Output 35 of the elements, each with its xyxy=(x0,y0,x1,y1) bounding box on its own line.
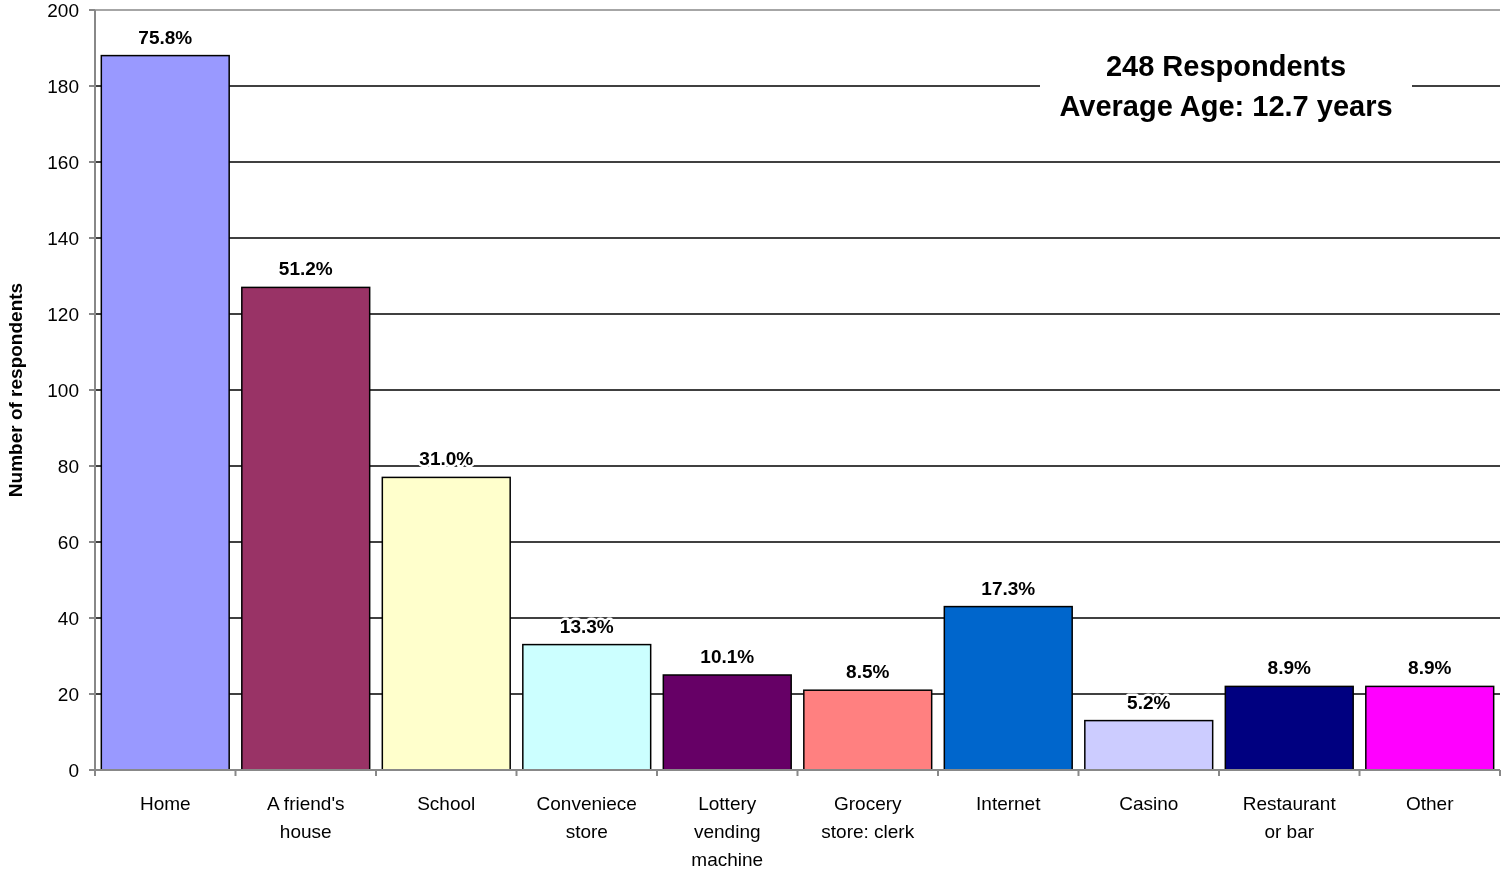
y-tick-label: 200 xyxy=(47,0,79,21)
annotation: 8.9% xyxy=(1408,657,1452,679)
bar xyxy=(1084,719,1214,771)
x-tick-label: Internet xyxy=(976,793,1042,814)
annotation: 10.1% xyxy=(700,646,755,667)
y-tick-label: 60 xyxy=(57,531,79,553)
x-tick-label: Other xyxy=(1405,793,1455,814)
x-tick-label: Conveniece store xyxy=(536,793,637,842)
annotation: 51.2% xyxy=(278,258,333,280)
x-tick-label: A friend's house xyxy=(266,793,345,842)
x-tick-label: Restaurant or bar xyxy=(1242,793,1337,842)
annotation: 8.9% xyxy=(1267,657,1312,679)
y-tick-label: 160 xyxy=(47,151,79,173)
annotation: Average Age: 12.7 years xyxy=(1059,90,1393,122)
x-tick-label: Casino xyxy=(1119,793,1179,814)
x-tick-label: Grocery store: clerk xyxy=(821,793,915,842)
annotation: 248 Respondents xyxy=(1105,50,1347,82)
annotation: 8.5% xyxy=(846,661,890,683)
y-tick-label: 20 xyxy=(57,683,79,705)
annotation: 13.3% xyxy=(559,615,614,637)
y-tick-label: 120 xyxy=(47,303,79,325)
annotation: 5.2% xyxy=(1127,691,1171,713)
y-tick-label: 40 xyxy=(57,607,79,629)
annotation: 31.0% xyxy=(419,448,474,470)
annotation: 75.8% xyxy=(138,26,193,48)
y-axis-title: Number of respondents xyxy=(5,282,26,498)
x-tick-label: School xyxy=(417,793,476,814)
x-tick-label: Home xyxy=(139,793,191,814)
y-tick-label: 80 xyxy=(57,455,79,477)
y-tick-label: 180 xyxy=(47,75,79,97)
y-tick-label: 100 xyxy=(47,379,79,401)
y-tick-label: 0 xyxy=(68,759,79,781)
y-tick-label: 140 xyxy=(47,227,79,249)
annotation: 17.3% xyxy=(981,577,1036,599)
x-tick-label: Lottery vending machine xyxy=(691,793,764,870)
